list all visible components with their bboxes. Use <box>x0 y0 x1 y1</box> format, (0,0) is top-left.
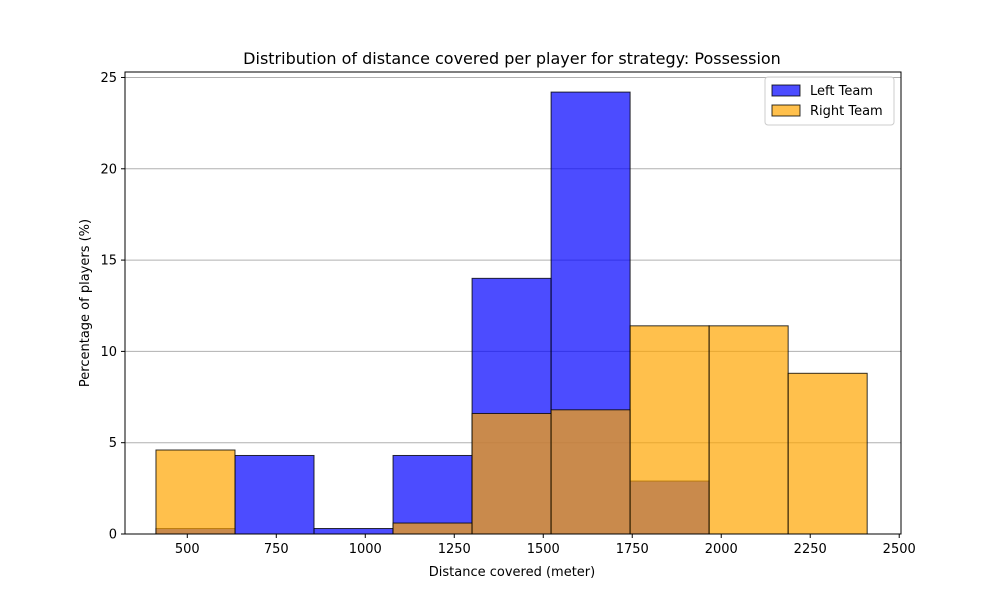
y-axis: 0 5 10 15 20 25 <box>100 71 125 543</box>
bar-left-team <box>234 454 315 535</box>
legend-label-left-team: Left Team <box>810 84 873 99</box>
bar-left-team <box>313 528 394 535</box>
bars-layer <box>155 91 868 535</box>
plot-frame <box>124 71 902 535</box>
legend-label-right-team: Right Team <box>810 104 883 119</box>
x-tick-label: 2000 <box>705 542 738 557</box>
y-tick-label: 25 <box>100 71 117 86</box>
x-tick-label: 1500 <box>527 542 560 557</box>
x-tick-label: 2250 <box>794 542 827 557</box>
bar-right-team <box>471 412 552 535</box>
y-tick-label: 10 <box>100 345 117 360</box>
bar-right-team <box>155 449 236 535</box>
x-axis: 500 750 1000 1250 1500 1750 2000 2250 2500 <box>175 534 916 557</box>
legend-swatch-left-team <box>771 84 801 97</box>
x-tick-label: 1750 <box>616 542 649 557</box>
y-tick-label: 0 <box>109 528 117 543</box>
y-axis-title: Percentage of players (%) <box>78 219 93 387</box>
bar-right-team <box>550 409 631 535</box>
bar-right-team <box>629 325 710 535</box>
x-tick-label: 1000 <box>349 542 382 557</box>
y-tick-label: 20 <box>100 162 117 177</box>
x-tick-label: 750 <box>264 542 289 557</box>
bar-right-team <box>787 372 868 535</box>
y-tick-label: 5 <box>109 436 117 451</box>
legend-swatch-right-team <box>771 104 801 117</box>
bar-left-team <box>392 454 473 535</box>
y-tick-label: 15 <box>100 254 117 269</box>
x-axis-title: Distance covered (meter) <box>429 565 595 580</box>
x-tick-label: 2500 <box>883 542 916 557</box>
x-tick-label: 500 <box>175 542 200 557</box>
chart-title: Distribution of distance covered per pla… <box>243 49 781 68</box>
x-tick-label: 1250 <box>438 542 471 557</box>
bar-right-team <box>392 522 473 535</box>
bar-right-team <box>708 325 789 535</box>
legend: Left Team Right Team <box>764 76 895 126</box>
